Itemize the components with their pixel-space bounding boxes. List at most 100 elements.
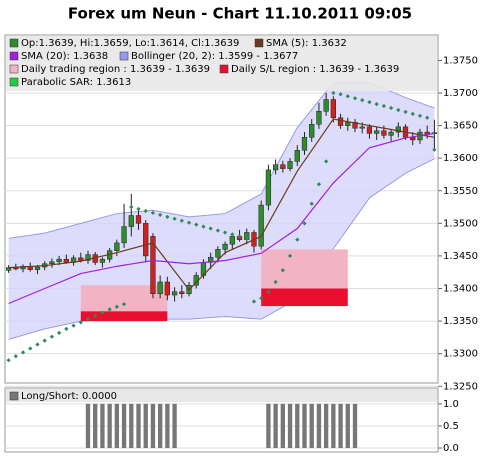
sar-dot (273, 279, 278, 285)
candle-body (395, 126, 401, 133)
sar-dot (136, 206, 141, 212)
candle-body (359, 126, 365, 129)
candle-body (388, 131, 394, 136)
bar (129, 403, 134, 449)
bar (172, 403, 177, 449)
y-tick-label: 1.3500 (443, 218, 478, 229)
panel-header (6, 389, 437, 402)
legend-swatch (254, 38, 264, 48)
legend-swatch (9, 64, 19, 74)
sar-dot (222, 230, 228, 235)
sar-dot (324, 159, 329, 164)
bar (93, 403, 98, 449)
sar-dot (230, 232, 235, 237)
candle-body (366, 126, 373, 134)
candle-body (280, 164, 286, 169)
bar (323, 403, 329, 449)
y-tick-label: 1.3700 (443, 88, 478, 99)
region (80, 311, 168, 322)
bollinger-band (8, 82, 435, 340)
candle-body (272, 164, 279, 171)
candle-body (49, 261, 55, 264)
sar-dot (215, 228, 221, 233)
sar-dot (302, 221, 307, 226)
sar-dot (194, 222, 199, 227)
y-tick-label: 1.3550 (443, 186, 478, 197)
candle-body (215, 249, 221, 258)
candle-body (352, 122, 358, 129)
candle-body (345, 122, 351, 126)
y-tick-label: 1.0 (443, 399, 459, 410)
y-tick-label: 1.3300 (443, 349, 478, 360)
bar (273, 403, 278, 449)
bar (143, 403, 148, 449)
legend-swatch (9, 391, 19, 401)
candle-body (265, 169, 272, 206)
sar-dot (237, 234, 242, 239)
legend-label: Op:1.3639, Hi:1.3659, Lo:1.3614, Cl:1.36… (21, 38, 239, 49)
candle-body (381, 130, 387, 136)
candle-body (128, 215, 134, 227)
candle-body (150, 236, 156, 294)
y-tick-label: 1.3600 (443, 153, 478, 164)
candle-body (179, 291, 185, 294)
candle-body (287, 161, 293, 169)
sar-dot (129, 204, 134, 210)
sar-dot (280, 268, 285, 273)
legend-swatch (9, 51, 19, 61)
region (261, 288, 348, 307)
candle-body (85, 254, 91, 261)
legend-label: Parabolic SAR: 1.3613 (21, 77, 131, 88)
y-tick-label: 1.3450 (443, 251, 478, 262)
bar (85, 403, 91, 449)
candle-body (222, 243, 228, 250)
bar (295, 403, 300, 449)
candle-body (229, 236, 235, 245)
bar (352, 403, 358, 449)
bar (345, 403, 350, 449)
sar-dot (201, 224, 206, 229)
sar-dot (172, 216, 177, 221)
sar-dot (179, 218, 184, 223)
sar-dot (266, 289, 271, 294)
legend-swatch (9, 38, 19, 48)
bar (157, 403, 163, 449)
sar-dot (244, 236, 249, 241)
bar (302, 403, 307, 449)
legend-label: Bollinger (20, 2): 1.3599 - 1.3677 (131, 51, 298, 62)
candle-body (294, 150, 300, 162)
legend-swatch (119, 51, 129, 61)
sar-dot (259, 296, 264, 301)
candle-body (337, 117, 344, 126)
candle-body (410, 137, 416, 141)
candle-body (316, 110, 322, 125)
candle-body (63, 258, 69, 263)
chart-title: Forex um Neun - Chart 11.10.2011 09:05 (68, 5, 412, 23)
bar (107, 403, 112, 449)
sar-dot (295, 237, 300, 242)
y-tick-label: 0.5 (443, 421, 459, 432)
sar-dot (150, 210, 156, 216)
sar-dot (165, 214, 170, 219)
sar-dot (158, 212, 163, 217)
sar-dot (316, 182, 322, 187)
y-tick-label: 1.3750 (443, 55, 478, 66)
candle-body (135, 215, 142, 224)
bar (165, 403, 170, 449)
candle-body (143, 223, 149, 257)
sar-dot (287, 253, 293, 259)
candle-body (157, 281, 163, 294)
candle-body (208, 256, 214, 263)
candle-body (34, 266, 41, 270)
bar (121, 403, 127, 449)
legend-swatch (219, 64, 229, 74)
y-tick-label: 1.3250 (443, 381, 478, 392)
legend-box (6, 36, 437, 91)
y-tick-label: 1.3400 (443, 284, 478, 295)
candle-body (56, 258, 62, 263)
bar (316, 403, 322, 449)
candle-body (374, 130, 380, 134)
sar-dot (432, 147, 437, 152)
candle-body (114, 242, 120, 251)
